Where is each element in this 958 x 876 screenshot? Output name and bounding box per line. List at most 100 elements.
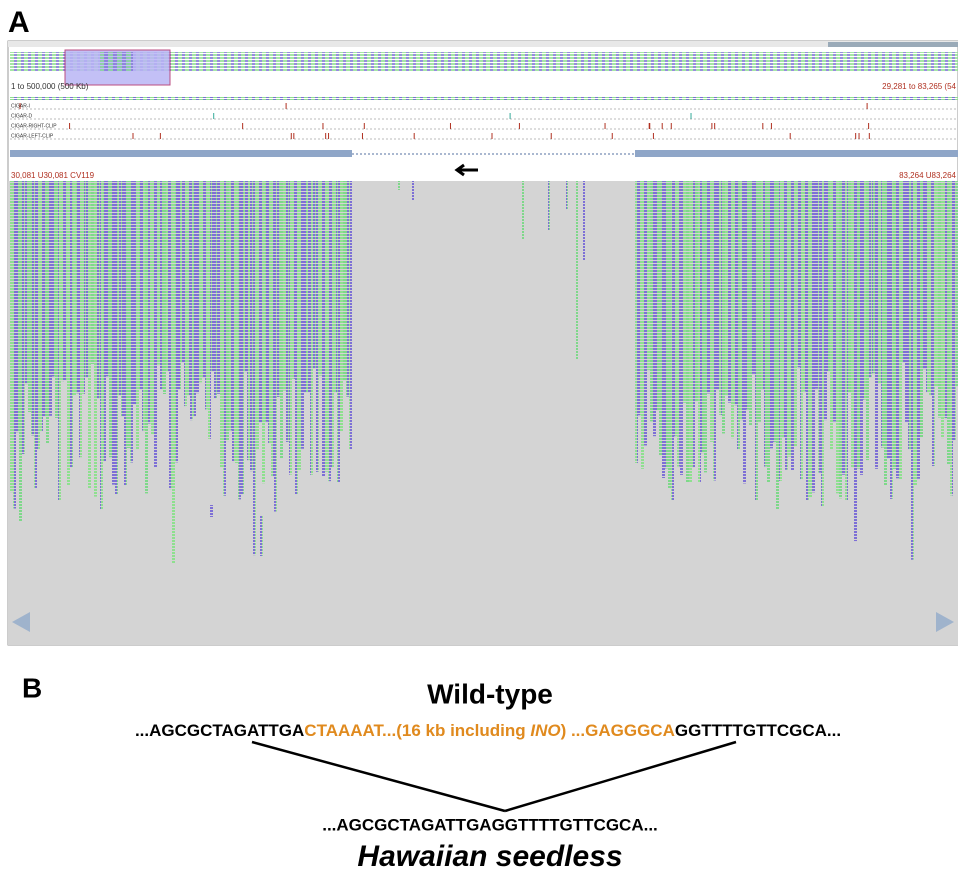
read-column <box>262 181 265 483</box>
read-column <box>325 181 328 472</box>
read-column <box>686 181 689 483</box>
read-column <box>121 181 124 417</box>
read-column <box>73 181 76 396</box>
read-column <box>761 181 764 389</box>
read-column <box>166 181 169 372</box>
read-column <box>91 181 94 364</box>
read-column <box>241 181 244 495</box>
read-column <box>277 181 280 397</box>
read-column <box>172 181 175 564</box>
split-read <box>566 181 568 210</box>
read-column <box>824 181 827 420</box>
read-column <box>211 181 214 372</box>
read-column <box>229 181 232 431</box>
read-column <box>115 181 118 495</box>
read-column <box>34 181 37 488</box>
read-column <box>647 181 650 370</box>
deleted-start: CTAAAAT...(16 kb including <box>304 721 530 740</box>
read-column <box>13 181 16 509</box>
read-column <box>175 181 178 462</box>
panel-label: A <box>8 6 30 39</box>
read-column <box>899 181 902 480</box>
junction-line <box>505 742 736 811</box>
read-column <box>755 181 758 501</box>
overview-range: 1 to 500,000 (500 Kb) <box>11 82 89 91</box>
read-column <box>707 181 710 393</box>
read-column <box>22 181 25 454</box>
read-column <box>698 181 701 482</box>
read-column <box>187 181 190 395</box>
read-column <box>298 181 301 470</box>
read-column <box>253 181 256 555</box>
read-column <box>746 181 749 410</box>
read-column <box>238 181 241 499</box>
read-column <box>25 181 28 384</box>
read-column <box>70 181 73 468</box>
read-column <box>701 181 704 453</box>
read-column <box>953 181 956 440</box>
read-column <box>274 181 277 512</box>
read-column <box>232 181 235 462</box>
read-column <box>695 181 698 401</box>
read-column <box>662 181 665 478</box>
read-column <box>301 181 304 449</box>
read-column <box>770 181 773 448</box>
read-column <box>857 181 860 469</box>
read-column <box>205 181 208 409</box>
read-column <box>890 181 893 499</box>
read-column <box>79 181 82 457</box>
wild-type-title: Wild-type <box>427 678 553 709</box>
read-column <box>779 181 782 481</box>
read-column <box>286 181 289 442</box>
read-column <box>235 181 238 463</box>
read-column <box>713 181 716 480</box>
figure: A 1 to 500,000 (500 Kb) 29,281 to 83,265… <box>0 0 958 871</box>
read-column <box>94 181 97 497</box>
read-column <box>758 181 761 422</box>
read-column <box>340 181 343 431</box>
scroll-bar <box>8 41 958 47</box>
view-range: 29,281 to 83,265 (54 <box>882 82 956 91</box>
read-column <box>842 181 845 475</box>
read-column <box>145 181 148 493</box>
read-column <box>638 181 641 415</box>
read-column <box>106 181 109 376</box>
read-column <box>190 181 193 420</box>
read-column <box>319 181 322 376</box>
read-column <box>250 181 253 471</box>
read-column <box>866 181 869 460</box>
read-column <box>680 181 683 475</box>
stray-read <box>210 505 213 517</box>
read-column <box>133 181 136 405</box>
read-column <box>202 181 205 378</box>
seedless-sequence: ...AGCGCTAGATTGAGGTTTTGTTCGCA... <box>322 815 658 834</box>
read-column <box>827 181 830 371</box>
read-column <box>259 181 262 423</box>
read-column <box>181 181 184 362</box>
read-column <box>223 181 226 496</box>
coverage-right <box>635 150 958 157</box>
read-column <box>950 181 953 496</box>
read-column <box>208 181 211 439</box>
left-position: 30,081 U30,081 CV119 <box>11 171 95 180</box>
read-column <box>313 181 316 368</box>
read-column <box>782 181 785 438</box>
read-column <box>875 181 878 469</box>
read-column <box>719 181 722 415</box>
read-column <box>343 181 346 381</box>
read-column <box>130 181 133 463</box>
track-label: CIGAR-LEFT-CLIP <box>11 133 54 139</box>
read-column <box>322 181 325 476</box>
read-column <box>40 181 43 432</box>
read-column <box>10 181 13 492</box>
read-column <box>142 181 145 431</box>
read-column <box>668 181 671 488</box>
read-column <box>193 181 196 417</box>
read-column <box>127 181 130 448</box>
wild-type-sequence: ...AGCGCTAGATTGACTAAAAT...(16 kb includi… <box>135 721 841 740</box>
read-column <box>635 181 638 463</box>
read-column <box>926 181 929 392</box>
read-column <box>283 181 286 391</box>
read-column <box>220 181 223 468</box>
read-column <box>160 181 163 389</box>
